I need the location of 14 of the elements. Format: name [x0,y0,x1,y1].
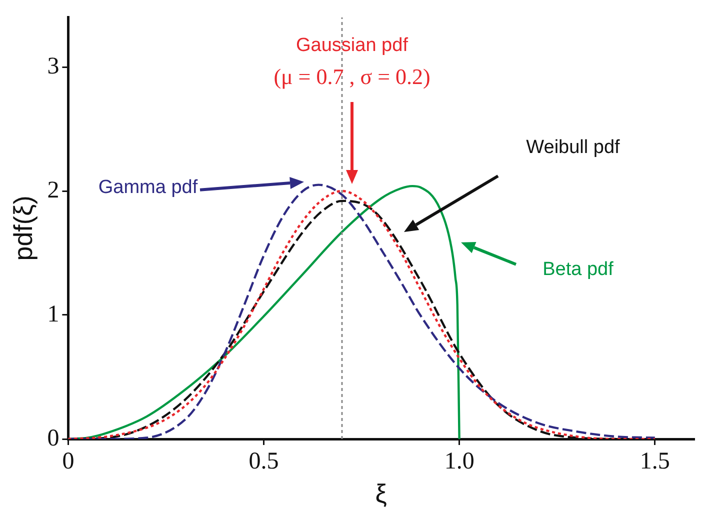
y-tick-label: 0 [47,425,60,452]
annotation: Gamma pdf [98,177,198,198]
y-tick-label: 3 [47,53,60,80]
annotation: Beta pdf [542,259,614,280]
x-axis-title: ξ [375,478,388,509]
y-axis-title: pdf(ξ) [8,196,38,261]
x-tick-label: 1.5 [640,448,670,475]
x-tick-label: 1.0 [444,448,474,475]
annotation: (μ = 0.7 , σ = 0.2) [274,64,430,89]
y-tick-label: 1 [47,301,60,328]
annotation: Weibull pdf [526,137,621,158]
x-tick-label: 0.5 [248,448,279,475]
y-tick-label: 2 [47,177,60,204]
annotation: Gaussian pdf [296,35,409,56]
